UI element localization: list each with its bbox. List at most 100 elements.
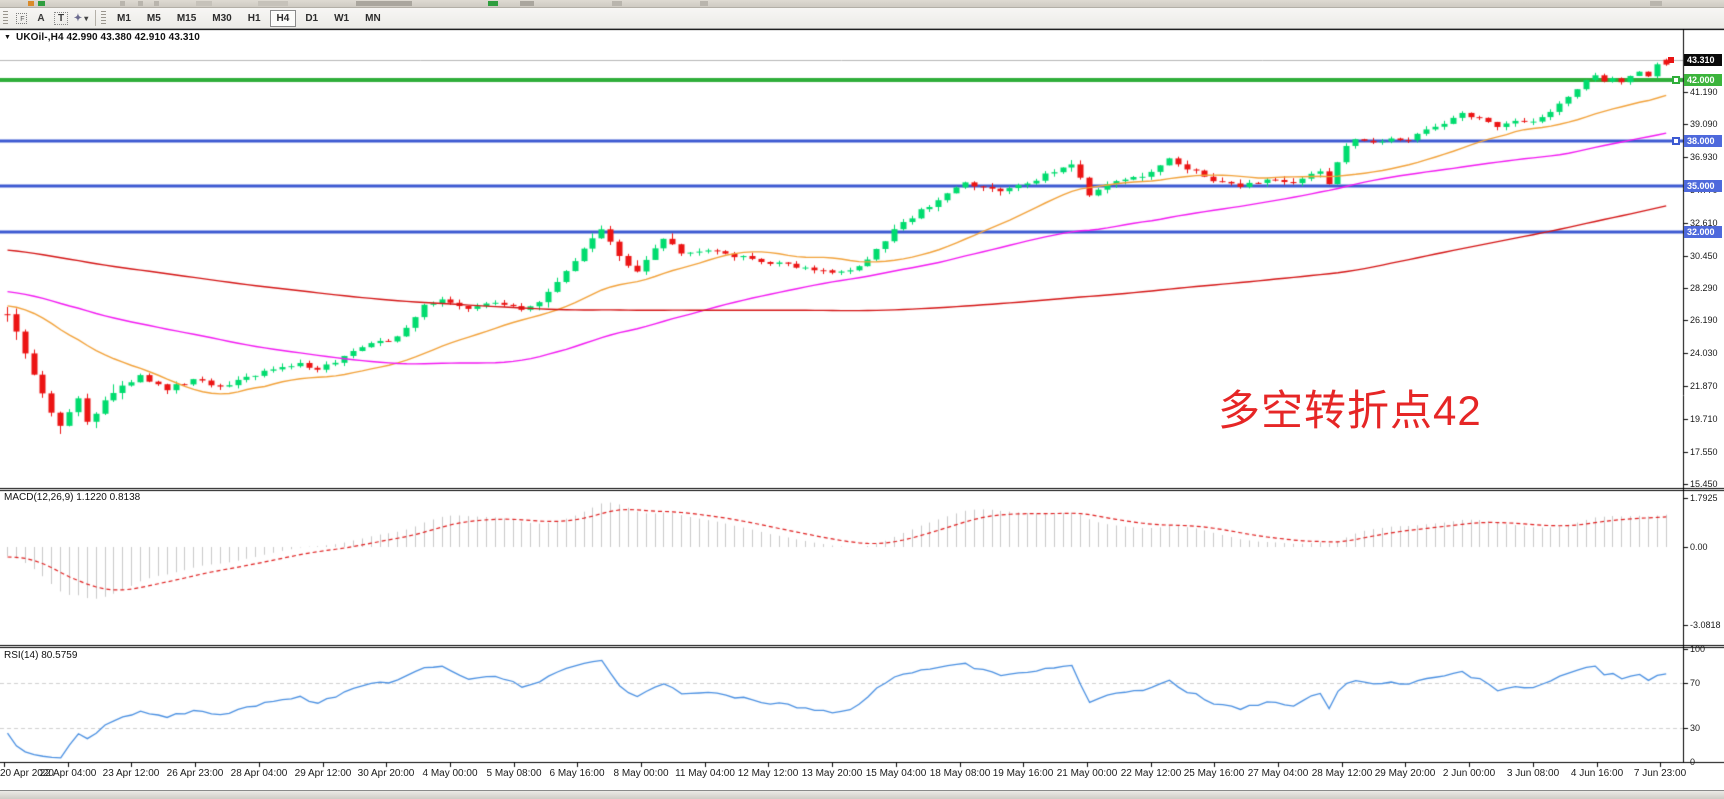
toolbar-sliver-chip — [356, 1, 412, 6]
chart-title: ▼ UKOil-,H4 42.990 43.380 42.910 43.310 — [4, 32, 200, 43]
rsi-axis-tick: 0 — [1690, 757, 1696, 767]
last-price-marker-icon — [1668, 57, 1674, 63]
time-axis-label: 12 May 12:00 — [737, 768, 799, 779]
timeframe-button-m30[interactable]: M30 — [212, 12, 232, 24]
chart-text-annotation: 多空转折点42 — [1218, 387, 1482, 434]
macd-indicator-label: MACD(12,26,9) 1.1220 0.8138 — [4, 492, 141, 503]
price-axis-tick: 21.870 — [1690, 381, 1718, 391]
time-axis-label: 15 May 04:00 — [865, 768, 927, 779]
level-price-badge[interactable]: 35.000 — [1684, 180, 1722, 192]
price-axis-tick: 17.550 — [1690, 447, 1718, 457]
toolbar-sliver-chip — [120, 1, 125, 6]
rsi-axis-tick: 30 — [1690, 723, 1701, 733]
time-axis-label: 26 Apr 23:00 — [166, 768, 224, 779]
shapes-tool-button[interactable]: ✦ ▾ — [72, 10, 90, 27]
toolbar-sliver-chip — [154, 1, 159, 6]
price-axis-tick: 26.190 — [1690, 315, 1718, 325]
window-bottom-sliver — [0, 790, 1724, 799]
timeframe-button-m1[interactable]: M1 — [117, 12, 131, 24]
price-chart-canvas[interactable] — [0, 29, 1724, 790]
toolbar-sliver-chip — [700, 1, 708, 6]
chevron-down-icon: ▾ — [84, 13, 89, 23]
time-axis-label: 29 Apr 12:00 — [294, 768, 352, 779]
timeframe-button-m5[interactable]: M5 — [146, 12, 161, 24]
text-label-tool-button[interactable]: T — [52, 10, 70, 27]
time-axis-label: 27 May 04:00 — [1247, 768, 1309, 779]
price-axis-tick: 41.190 — [1690, 87, 1718, 97]
window-top-sliver — [0, 0, 1724, 8]
price-axis-tick: 24.030 — [1690, 348, 1718, 358]
toolbar-separator — [95, 10, 96, 26]
timeframe-button-w1[interactable]: W1 — [334, 12, 350, 24]
timeframe-group: M1 M5 M15 M30 H1 H4 D1 W1 MN — [109, 9, 389, 27]
time-axis-label: 2 Jun 00:00 — [1442, 768, 1496, 779]
time-axis-label: 18 May 08:00 — [929, 768, 991, 779]
level-line-handle[interactable] — [1672, 137, 1680, 145]
chart-window: ▼ UKOil-,H4 42.990 43.380 42.910 43.310 M… — [0, 29, 1724, 790]
rsi-axis-tick: 70 — [1690, 678, 1701, 688]
price-axis-tick: 15.450 — [1690, 479, 1718, 489]
toolbar-grip[interactable] — [3, 11, 8, 25]
grid-icon: F — [15, 12, 27, 24]
toolbar-sliver-chip — [138, 1, 143, 6]
time-axis-label: 3 Jun 08:00 — [1506, 768, 1560, 779]
toolbar-grip[interactable] — [101, 11, 106, 25]
toolbar-sliver-chip — [28, 1, 34, 6]
timeframe-button-h1[interactable]: H1 — [247, 12, 261, 24]
crosshair-grid-tool-button[interactable]: F — [12, 10, 30, 27]
font-tool-button[interactable]: A — [37, 12, 45, 24]
time-axis-label: 19 May 16:00 — [992, 768, 1054, 779]
shapes-icon: ✦ — [73, 12, 83, 24]
time-axis-label: 20 Apr 2020 — [0, 768, 54, 779]
time-axis-label: 13 May 20:00 — [801, 768, 863, 779]
time-axis-label: 7 Jun 23:00 — [1633, 768, 1687, 779]
time-axis-label: 8 May 00:00 — [613, 768, 669, 779]
time-axis-label: 21 May 00:00 — [1056, 768, 1118, 779]
timeframe-button-d1[interactable]: D1 — [305, 12, 319, 24]
price-axis-tick: 19.710 — [1690, 414, 1718, 424]
toolbar-sliver-chip — [196, 1, 212, 6]
toolbar-sliver-chip — [612, 1, 622, 6]
collapse-arrow-icon[interactable]: ▼ — [4, 34, 12, 41]
time-axis-label: 22 May 12:00 — [1120, 768, 1182, 779]
text-label-icon: T — [53, 11, 69, 25]
timeframe-button-h4[interactable]: H4 — [269, 9, 297, 27]
time-axis-label: 22 Apr 04:00 — [39, 768, 97, 779]
price-axis-tick: 28.290 — [1690, 283, 1718, 293]
toolbar-sliver-chip — [488, 1, 498, 6]
time-axis-label: 5 May 08:00 — [486, 768, 542, 779]
time-axis-label: 4 May 00:00 — [422, 768, 478, 779]
time-axis-label: 28 Apr 04:00 — [230, 768, 288, 779]
price-axis-tick: 30.450 — [1690, 251, 1718, 261]
level-price-badge[interactable]: 42.000 — [1684, 74, 1722, 86]
toolbar-sliver-chip — [258, 1, 288, 6]
time-axis-label: 29 May 20:00 — [1374, 768, 1436, 779]
macd-axis-tick: 1.7925 — [1690, 493, 1718, 503]
toolbar-sliver-chip — [520, 1, 534, 6]
timeframe-button-m15[interactable]: M15 — [176, 12, 197, 24]
level-price-badge[interactable]: 38.000 — [1684, 135, 1722, 147]
rsi-indicator-label: RSI(14) 80.5759 — [4, 650, 78, 661]
time-axis-label: 6 May 16:00 — [549, 768, 605, 779]
time-axis-label: 11 May 04:00 — [675, 768, 735, 779]
chart-toolbar: F A T ✦ ▾ M1 M5 M15 M30 H1 H4 D1 W1 MN — [0, 8, 1724, 29]
timeframe-button-mn[interactable]: MN — [365, 12, 381, 24]
level-line-handle[interactable] — [1672, 76, 1680, 84]
price-axis-tick: 32.610 — [1690, 218, 1718, 228]
symbol-ohlc-text: UKOil-,H4 42.990 43.380 42.910 43.310 — [16, 32, 200, 43]
macd-axis-tick: 0.00 — [1690, 542, 1708, 552]
time-axis-label: 30 Apr 20:00 — [357, 768, 415, 779]
time-axis-label: 25 May 16:00 — [1183, 768, 1245, 779]
time-axis-label: 4 Jun 16:00 — [1570, 768, 1624, 779]
time-axis-label: 28 May 12:00 — [1311, 768, 1373, 779]
rsi-axis-tick: 100 — [1690, 644, 1706, 654]
price-axis-tick: 39.090 — [1690, 119, 1718, 129]
time-axis-label: 23 Apr 12:00 — [102, 768, 160, 779]
toolbar-sliver-chip — [1650, 1, 1662, 6]
toolbar-sliver-chip — [38, 1, 45, 6]
price-axis-tick: 36.930 — [1690, 152, 1718, 162]
macd-axis-tick: -3.0818 — [1690, 620, 1721, 630]
current-price-badge: 43.310 — [1684, 54, 1722, 66]
level-price-badge[interactable]: 32.000 — [1684, 226, 1722, 238]
